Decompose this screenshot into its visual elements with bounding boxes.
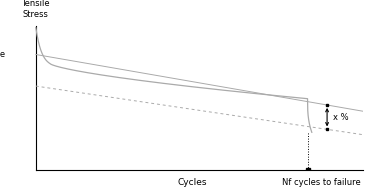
Text: Cycles: Cycles <box>177 178 207 187</box>
Text: Trend line: Trend line <box>0 50 6 59</box>
Text: Tensile
Stress: Tensile Stress <box>21 0 50 19</box>
Text: Nf cycles to failure: Nf cycles to failure <box>282 178 361 187</box>
Text: x %: x % <box>333 113 349 122</box>
